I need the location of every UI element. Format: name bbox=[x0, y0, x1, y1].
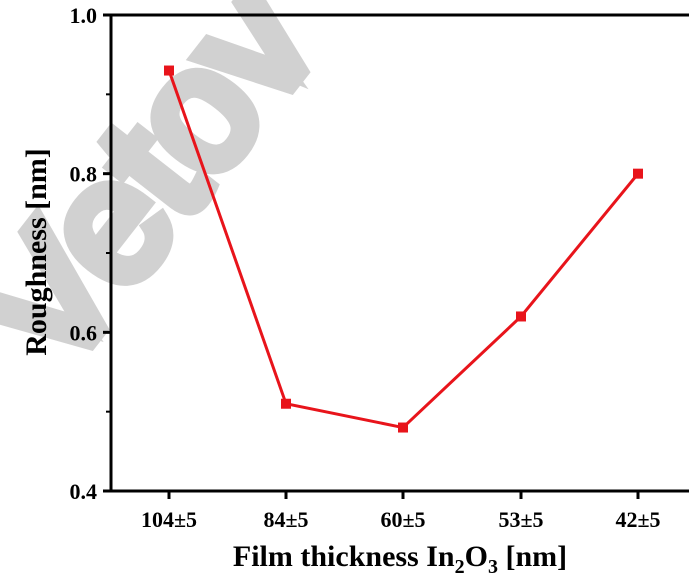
x-tick-label: 53±5 bbox=[498, 507, 543, 532]
y-tick-label: 0.6 bbox=[70, 320, 98, 345]
x-axis-title-part1: Film thickness In bbox=[233, 540, 455, 573]
y-axis-title: Roughness [nm] bbox=[20, 148, 53, 356]
x-axis-title-part3: [nm] bbox=[498, 540, 567, 573]
x-tick-label: 104±5 bbox=[141, 507, 197, 532]
x-tick-label: 42±5 bbox=[615, 507, 660, 532]
data-point-marker bbox=[516, 311, 526, 322]
x-tick-label: 60±5 bbox=[380, 507, 425, 532]
y-ticks: 0.4 0.6 0.8 1.0 bbox=[70, 3, 111, 504]
x-axis-title-sub1: 2 bbox=[455, 556, 465, 575]
data-point-marker bbox=[164, 65, 174, 76]
data-point-marker bbox=[633, 168, 643, 179]
x-ticks: 104±5 84±5 60±5 53±5 42±5 bbox=[141, 491, 661, 532]
y-tick-label: 0.4 bbox=[70, 479, 98, 504]
y-tick-label: 1.0 bbox=[70, 3, 98, 28]
x-axis-title: Film thickness In2O3 [nm] bbox=[233, 540, 567, 575]
data-point-marker bbox=[398, 422, 408, 433]
data-point-marker bbox=[281, 398, 291, 409]
x-tick-label: 84±5 bbox=[263, 507, 308, 532]
x-axis-title-part2: O bbox=[465, 540, 488, 573]
series-layer bbox=[164, 65, 643, 433]
y-tick-label: 0.8 bbox=[70, 162, 98, 187]
x-axis-title-sub2: 3 bbox=[488, 556, 498, 575]
